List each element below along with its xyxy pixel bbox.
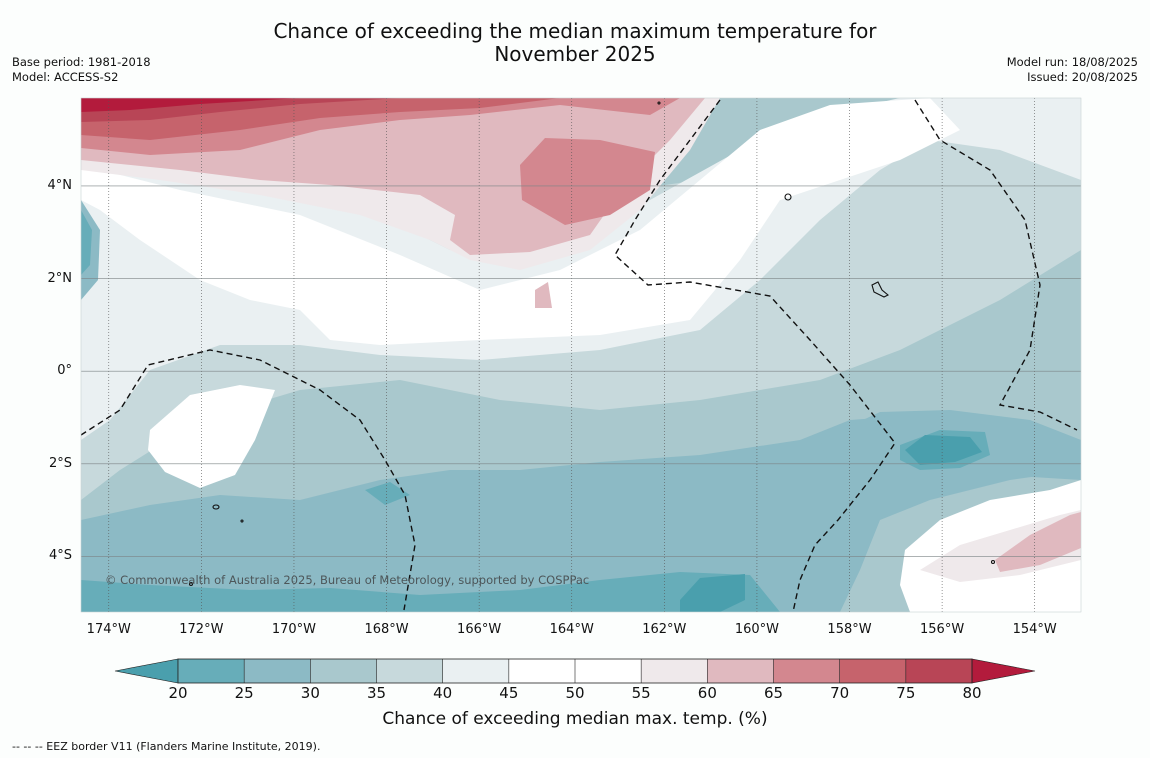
band-over-80 (81, 98, 300, 112)
latitude-label: 2°S (48, 455, 72, 471)
longitude-label: 174°W (86, 622, 131, 637)
island (188, 581, 194, 587)
island (871, 281, 889, 298)
eez-footnote: -- -- -- EEZ border V11 (Flanders Marine… (12, 740, 321, 753)
colorbar-segment (905, 659, 972, 683)
islands (188, 101, 996, 587)
colorbar-tick-label: 20 (168, 684, 188, 702)
colorbar-segment (244, 659, 311, 683)
meta-right: Model run: 18/08/2025 Issued: 20/08/2025 (1007, 55, 1138, 85)
gridlines (81, 98, 1081, 612)
colorbar-label: Chance of exceeding median max. temp. (%… (382, 709, 768, 729)
colorbar-segment (773, 659, 840, 683)
colorbar-segment (178, 659, 245, 683)
chart-title: Chance of exceeding the median maximum t… (0, 20, 1150, 66)
longitude-label: 156°W (920, 622, 965, 637)
colorbar-under-arrow (114, 658, 179, 684)
latitude-label: 2°N (47, 270, 73, 286)
colorbar-tick-label: 80 (962, 684, 982, 702)
eez-border-west (81, 349, 416, 611)
island (990, 559, 996, 565)
longitude-label: 162°W (642, 622, 687, 637)
colorbar-segment (508, 659, 575, 683)
eez-border-central (614, 99, 896, 612)
colorbar-tick-label: 75 (896, 684, 916, 702)
colorbar-tick-label: 45 (499, 684, 519, 702)
colorbar-segment (376, 659, 443, 683)
colorbar-over-arrow (971, 658, 1036, 684)
island (240, 519, 244, 523)
colorbar-segment (641, 659, 708, 683)
longitude-label: 170°W (271, 622, 317, 637)
longitude-label: 172°W (179, 622, 224, 637)
issued-date: Issued: 20/08/2025 (1027, 70, 1138, 84)
eez-border-east (914, 99, 1078, 431)
longitude-label: 164°W (549, 622, 594, 637)
band-20-25-west (81, 210, 92, 275)
band-60-65-southeast (995, 512, 1081, 572)
colorbar (114, 658, 1036, 684)
colorbar-tick-label: 50 (565, 684, 585, 702)
colorbar-tick-label: 60 (697, 684, 717, 702)
longitude-label: 168°W (364, 622, 409, 637)
longitude-label: 166°W (457, 622, 502, 637)
latitude-label: 4°N (47, 177, 73, 193)
map-frame (80, 97, 1082, 613)
map-area (81, 98, 1081, 612)
eez-borders (81, 99, 1078, 612)
colorbar-tick-label: 70 (830, 684, 850, 702)
band-under-20-east (905, 435, 982, 465)
band-20-25 (81, 572, 780, 612)
colorbar-segment (707, 659, 774, 683)
band-60-65-spot (535, 282, 552, 308)
band-45-55-west (148, 385, 275, 488)
title-line-2: November 2025 (494, 42, 656, 66)
latitude-label: 4°S (48, 548, 72, 564)
base-period: Base period: 1981-2018 (12, 55, 151, 69)
colorbar-segment (310, 659, 377, 683)
colorbar-segment (442, 659, 509, 683)
model-name: Model: ACCESS-S2 (12, 70, 119, 84)
band-65-70-blob (520, 138, 655, 225)
title-line-1: Chance of exceeding the median maximum t… (273, 19, 877, 43)
colorbar-tick-label: 55 (631, 684, 651, 702)
band-under-20 (680, 574, 745, 612)
island (657, 101, 661, 105)
colorbar-tick-label: 35 (366, 684, 387, 702)
model-run: Model run: 18/08/2025 (1006, 55, 1138, 69)
longitude-label: 160°W (734, 622, 779, 637)
meta-left: Base period: 1981-2018 Model: ACCESS-S2 (12, 55, 151, 85)
longitude-label: 154°W (1012, 622, 1057, 637)
band-45-55-north (81, 98, 960, 345)
island (212, 504, 220, 510)
colorbar-tick-label: 40 (433, 684, 453, 702)
colorbar-tick-label: 25 (234, 684, 254, 702)
band-20-25-spot (365, 482, 410, 505)
longitude-label: 158°W (827, 622, 872, 637)
copyright-notice: © Commonwealth of Australia 2025, Bureau… (105, 573, 590, 587)
colorbar-tick-label: 30 (300, 684, 320, 702)
colorbar-tick-label: 65 (763, 684, 784, 702)
island (784, 193, 792, 201)
colorbar-segment (839, 659, 906, 683)
colorbar-segment (575, 659, 642, 683)
latitude-label: 0° (57, 363, 72, 379)
